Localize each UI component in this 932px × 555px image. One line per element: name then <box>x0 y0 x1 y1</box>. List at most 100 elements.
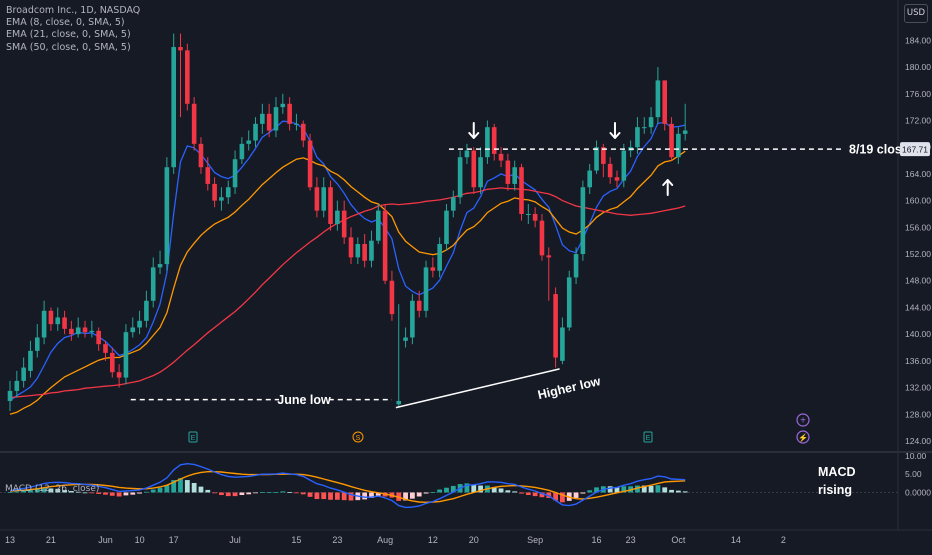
macd-histogram-bar <box>607 486 613 493</box>
macd-histogram-bar <box>246 492 252 495</box>
x-tick-label: 23 <box>332 535 342 545</box>
candle-body <box>328 187 333 224</box>
candle-body <box>219 197 224 201</box>
indicator-legend: Broadcom Inc., 1D, NASDAQ EMA (8, close,… <box>6 5 140 54</box>
macd-histogram-bar <box>525 492 531 496</box>
y-tick-label: 132.00 <box>905 383 931 393</box>
candle-body <box>382 210 388 281</box>
candle-body <box>191 103 197 144</box>
candle-body <box>512 167 517 184</box>
ema21-legend[interactable]: EMA (21, close, 0, SMA, 5) <box>6 29 131 41</box>
macd-histogram-bar <box>28 489 33 493</box>
candle-body <box>662 80 668 124</box>
macd-histogram-bar <box>648 485 654 493</box>
candle-body <box>348 237 354 258</box>
ema8-line <box>9 120 686 402</box>
macd-histogram-bar <box>369 492 374 498</box>
candle-body <box>14 380 20 391</box>
candle-body <box>505 160 511 184</box>
candle-body <box>614 177 620 181</box>
macd-histogram-bar <box>219 492 224 496</box>
candle-body <box>464 150 470 158</box>
x-tick-label: 13 <box>5 535 15 545</box>
macd-histogram-bar <box>450 485 456 493</box>
sma50-legend[interactable]: SMA (50, close, 0, SMA, 5) <box>6 41 131 53</box>
candle-body <box>553 294 558 358</box>
macd-histogram-bar <box>505 490 511 493</box>
close-reference-label: 8/19 close <box>849 143 909 157</box>
candle-body <box>96 330 101 345</box>
y-tick-label: 164.00 <box>905 169 931 179</box>
macd-histogram-bar <box>669 489 674 493</box>
macd-histogram-bar <box>212 492 217 494</box>
x-tick-label: 2 <box>781 535 786 545</box>
y-tick-label: 144.00 <box>905 302 931 312</box>
currency-button[interactable]: USD <box>904 4 928 23</box>
candle-body <box>103 344 108 353</box>
macd-histogram-bar <box>96 492 102 494</box>
candle-body <box>669 123 674 158</box>
macd-histogram-bar <box>48 488 54 493</box>
candle-body <box>498 153 504 161</box>
macd-histogram-bar <box>587 490 593 493</box>
candle-body <box>7 390 13 401</box>
macd-histogram-bar <box>594 487 599 493</box>
earnings-event-icon <box>188 431 198 443</box>
candle-body <box>205 167 211 184</box>
candle-body <box>389 280 395 315</box>
macd-histogram-bar <box>416 492 422 497</box>
macd-histogram-bar <box>375 492 381 496</box>
macd-histogram-bar <box>321 492 327 500</box>
macd-tick-label: 5.00 <box>905 469 922 479</box>
macd-histogram-bar <box>239 492 245 496</box>
macd-histogram-bar <box>55 488 61 493</box>
macd-histogram-bar <box>253 492 258 494</box>
x-tick-label: 17 <box>169 535 179 545</box>
x-tick-label: 16 <box>592 535 602 545</box>
macd-histogram-bar <box>553 492 558 501</box>
macd-histogram-bar <box>75 491 81 493</box>
macd-histogram-bar <box>328 492 333 500</box>
x-tick-label: 15 <box>291 535 301 545</box>
macd-legend[interactable]: MACD (12, 26, close) <box>5 484 100 494</box>
macd-histogram-bar <box>471 484 477 493</box>
macd-histogram-bar <box>225 492 231 497</box>
y-tick-label: 156.00 <box>905 222 931 232</box>
candle-body <box>546 255 552 258</box>
macd-histogram-bar <box>341 492 347 501</box>
y-tick-label: 148.00 <box>905 276 931 286</box>
macd-tick-label: 0.0000 <box>905 487 931 497</box>
x-tick-label: 21 <box>46 535 56 545</box>
split-event-glyph: S <box>356 435 361 442</box>
candle-body <box>491 127 497 154</box>
candle-body <box>21 367 26 381</box>
last-price-label: 167.71 <box>902 145 928 155</box>
macd-histogram-bar <box>682 491 688 493</box>
macd-histogram-bar <box>362 492 368 500</box>
candle-body <box>648 117 654 128</box>
candle-body <box>239 143 245 160</box>
candle-body <box>621 150 627 181</box>
candle-body <box>110 352 115 373</box>
candle-body <box>423 267 429 311</box>
x-tick-label: Oct <box>671 535 686 545</box>
candle-body <box>335 210 340 224</box>
candle-body <box>641 127 647 129</box>
candle-body <box>164 167 170 265</box>
candle-body <box>471 150 477 188</box>
june-low-label: June low <box>277 393 331 407</box>
candle-body <box>294 123 299 125</box>
ema8-legend[interactable]: EMA (8, close, 0, SMA, 5) <box>6 17 125 29</box>
symbol-label[interactable]: Broadcom Inc., 1D, NASDAQ <box>6 5 141 16</box>
macd-histogram-bar <box>614 487 620 493</box>
earnings-event-icon <box>643 431 653 443</box>
add-event-glyph: + <box>800 416 806 427</box>
y-tick-label: 140.00 <box>905 329 931 339</box>
x-tick-label: 10 <box>135 535 145 545</box>
macd-histogram-bar <box>444 487 449 493</box>
macd-histogram-bar <box>198 486 204 493</box>
x-tick-label: 14 <box>731 535 741 545</box>
candle-body <box>607 163 613 178</box>
